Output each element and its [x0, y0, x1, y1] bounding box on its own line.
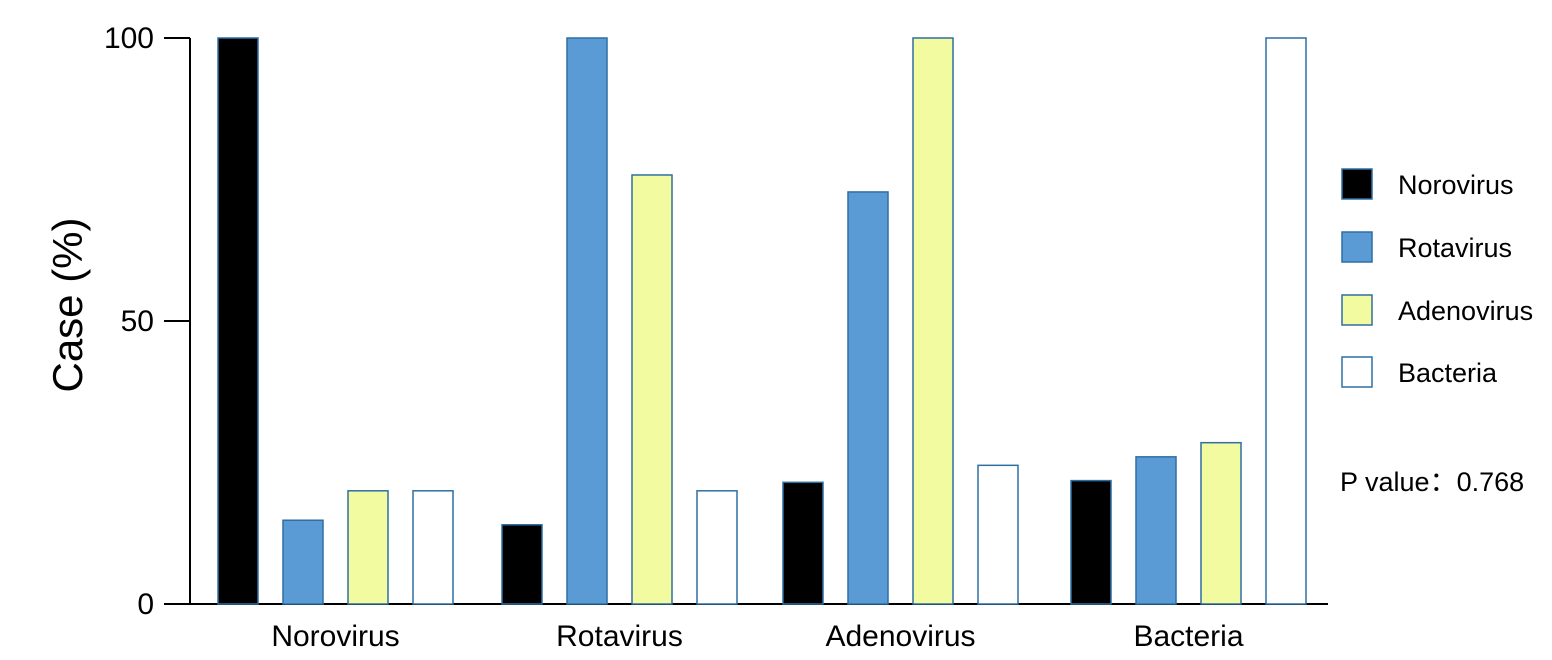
category-labels: Norovirus Rotavirus Adenovirus Bacteria	[271, 620, 1244, 653]
legend-label: Norovirus	[1398, 170, 1514, 200]
legend: Norovirus Rotavirus Adenovirus Bacteria	[1341, 168, 1533, 388]
bar-norovirus-rotavirus	[501, 524, 543, 605]
legend-swatch	[1341, 168, 1373, 200]
bar-rotavirus-norovirus	[282, 519, 324, 605]
bar-adenovirus-adenovirus	[912, 37, 954, 605]
legend-swatch	[1341, 231, 1373, 263]
bar-bacteria-bacteria	[1265, 37, 1307, 605]
legend-swatch	[1341, 294, 1373, 326]
bar-rotavirus-adenovirus	[847, 191, 889, 605]
y-tick-label: 50	[121, 305, 154, 338]
y-tick-label: 0	[137, 588, 154, 621]
chart-bars	[217, 37, 1307, 605]
legend-label: Adenovirus	[1398, 296, 1533, 326]
bar-rotavirus-bacteria	[1135, 456, 1177, 605]
x-tick-label: Bacteria	[1133, 620, 1243, 653]
bar-norovirus-adenovirus	[782, 481, 824, 605]
legend-swatch	[1341, 356, 1373, 388]
bar-bacteria-rotavirus	[696, 490, 738, 605]
bar-adenovirus-rotavirus	[631, 174, 673, 605]
bar-adenovirus-bacteria	[1200, 441, 1242, 605]
x-tick-label: Rotavirus	[556, 620, 683, 653]
p-value-annotation: P value：0.768	[1340, 467, 1524, 497]
y-tick-label: 100	[104, 22, 154, 55]
bar-bacteria-norovirus	[412, 490, 454, 605]
bar-norovirus-norovirus	[217, 37, 259, 605]
legend-label: Rotavirus	[1398, 233, 1512, 263]
bar-bacteria-adenovirus	[977, 464, 1019, 605]
y-axis-title: Case (%)	[44, 217, 91, 392]
bar-adenovirus-norovirus	[347, 490, 389, 605]
x-tick-label: Norovirus	[271, 620, 399, 653]
x-tick-label: Adenovirus	[825, 620, 975, 653]
legend-label: Bacteria	[1398, 358, 1498, 388]
bar-norovirus-bacteria	[1070, 479, 1112, 605]
bar-rotavirus-rotavirus	[566, 37, 608, 605]
